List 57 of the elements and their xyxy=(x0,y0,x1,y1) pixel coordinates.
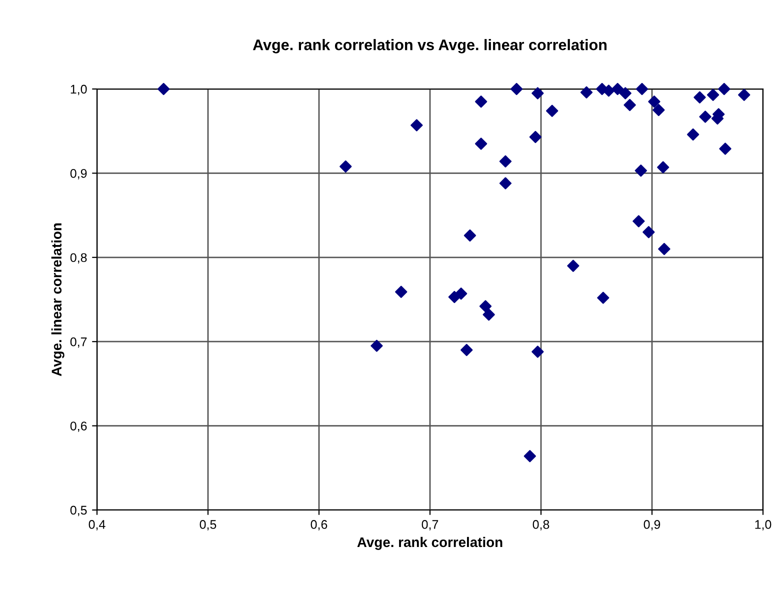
point xyxy=(499,155,512,168)
point xyxy=(657,161,670,174)
x-tick-label: 1,0 xyxy=(755,520,772,530)
y-tick-label: 0,5 xyxy=(70,506,87,516)
x-tick-label: 0,5 xyxy=(200,520,216,530)
y-tick-label: 1,0 xyxy=(70,84,87,96)
point xyxy=(546,104,558,117)
point xyxy=(652,104,665,116)
point xyxy=(510,82,523,96)
point xyxy=(619,87,632,100)
y-tick-label: 0,7 xyxy=(70,337,87,348)
point xyxy=(340,160,352,173)
x-tick-label: 0,4 xyxy=(88,520,106,530)
point xyxy=(482,308,495,321)
point xyxy=(567,260,580,272)
point xyxy=(474,138,488,150)
point xyxy=(158,82,170,96)
point xyxy=(738,88,750,101)
point xyxy=(658,242,670,256)
y-tick-label: 0,8 xyxy=(70,253,87,264)
point xyxy=(529,130,542,144)
x-tick-label: 0,8 xyxy=(532,520,550,530)
point xyxy=(612,82,624,96)
point xyxy=(532,346,544,358)
point xyxy=(474,96,488,108)
point xyxy=(597,292,610,304)
x-axis-title: Avge. rank correlation xyxy=(357,536,502,550)
point xyxy=(642,226,655,238)
point xyxy=(524,450,536,462)
point xyxy=(499,177,512,190)
x-tick-label: 0,7 xyxy=(422,520,438,530)
y-tick-label: 0,9 xyxy=(70,169,87,180)
point xyxy=(479,300,492,312)
point xyxy=(686,128,700,141)
point xyxy=(532,87,544,100)
point xyxy=(719,142,732,155)
point xyxy=(460,344,473,356)
point xyxy=(718,82,730,96)
point xyxy=(395,286,408,298)
x-tick-label: 0,9 xyxy=(644,520,660,530)
y-axis-title: Avge. linear correlation xyxy=(51,223,64,376)
y-tick-label: 0,6 xyxy=(70,422,87,432)
point xyxy=(648,96,660,108)
point xyxy=(694,91,706,104)
point xyxy=(632,215,645,228)
point xyxy=(370,340,383,352)
point xyxy=(636,82,648,96)
point xyxy=(706,88,720,101)
point xyxy=(699,110,712,123)
x-tick-label: 0,6 xyxy=(310,520,328,530)
point xyxy=(580,86,593,98)
point xyxy=(410,119,423,132)
point xyxy=(624,98,636,112)
chart-title: Avge. rank correlation vs Avge. linear correlation xyxy=(252,39,607,54)
point xyxy=(464,229,476,242)
point xyxy=(634,164,647,177)
point xyxy=(455,288,468,300)
